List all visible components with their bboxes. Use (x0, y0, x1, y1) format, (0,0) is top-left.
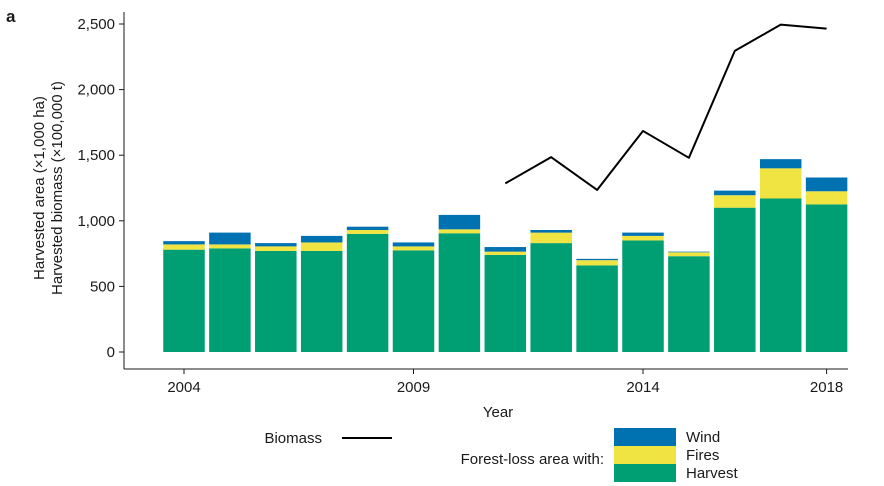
bar-harvest-2008 (346, 233, 389, 352)
legend-label-harvest: Harvest (686, 465, 739, 482)
bar-harvest-2013 (576, 265, 618, 352)
biomass-line-layer (504, 23, 827, 191)
y-tick-label: 0 (107, 344, 115, 361)
bar-wind-2008 (346, 226, 389, 230)
bar-fires-2008 (346, 229, 389, 234)
bar-fires-2017 (759, 168, 802, 199)
bar-harvest-2010 (438, 233, 481, 352)
bar-wind-2011 (484, 247, 527, 252)
bar-wind-2014 (622, 232, 664, 236)
y-tick-label: 500 (90, 278, 115, 295)
y-axis-label: Harvested area (×1,000 ha) Harvested bio… (31, 81, 66, 295)
bar-fires-2011 (484, 251, 527, 255)
legend-key-fires (614, 446, 676, 464)
bar-wind-2013 (576, 258, 618, 261)
bar-fires-2006 (255, 246, 297, 251)
legend-biomass-label: Biomass (264, 430, 322, 447)
bar-fires-2004 (163, 244, 205, 250)
y-axis-label-line-2: Harvested biomass (×100,000 t) (49, 81, 66, 295)
bar-fires-2007 (300, 242, 343, 251)
x-tick-label: 2018 (810, 379, 843, 396)
y-axis-label-line-1: Harvested area (×1,000 ha) (31, 96, 48, 280)
bar-wind-2007 (300, 235, 343, 243)
bar-fires-2016 (714, 195, 756, 208)
bar-fires-2015 (668, 252, 710, 257)
legend: Biomass Forest-loss area with: WindFires… (264, 428, 739, 482)
bar-harvest-2014 (622, 240, 664, 352)
bar-wind-2016 (714, 190, 756, 196)
bar-wind-2006 (255, 243, 297, 247)
bar-harvest-2016 (714, 207, 756, 352)
bar-harvest-2005 (209, 248, 251, 352)
bar-harvest-2011 (484, 254, 527, 352)
y-tick-label: 2,500 (77, 16, 115, 33)
legend-label-wind: Wind (686, 429, 720, 446)
legend-key-harvest (614, 464, 676, 482)
bar-wind-2012 (530, 229, 572, 233)
x-tick-label: 2009 (397, 379, 430, 396)
bar-wind-2018 (805, 177, 848, 192)
x-axis-label: Year (483, 404, 513, 421)
bar-harvest-2017 (759, 198, 802, 352)
bar-wind-2005 (209, 232, 251, 245)
y-axis: 0 500 1,000 1,500 2,000 2,500 (77, 16, 124, 361)
bar-harvest-2009 (392, 250, 435, 352)
panel-label: a (6, 7, 16, 26)
x-tick-label: 2014 (626, 379, 659, 396)
bars (163, 159, 848, 352)
bar-wind-2009 (392, 242, 435, 247)
bar-fires-2014 (622, 235, 664, 241)
bar-harvest-2006 (255, 250, 297, 352)
legend-bars-title: Forest-loss area with: (461, 451, 604, 468)
bar-harvest-2007 (300, 250, 343, 352)
bar-fires-2005 (209, 244, 251, 249)
bar-harvest-2018 (805, 204, 848, 352)
legend-label-fires: Fires (686, 447, 719, 464)
bar-harvest-2015 (668, 256, 710, 352)
bar-harvest-2012 (530, 243, 572, 352)
biomass-line (504, 23, 827, 191)
bar-fires-2018 (805, 191, 848, 205)
bar-harvest-2004 (163, 249, 205, 352)
bar-wind-2017 (759, 159, 802, 169)
bar-fires-2009 (392, 246, 435, 251)
y-tick-label: 1,000 (77, 213, 115, 230)
y-tick-label: 2,000 (77, 82, 115, 99)
y-tick-label: 1,500 (77, 147, 115, 164)
bar-wind-2004 (163, 241, 205, 245)
bar-fires-2013 (576, 260, 618, 266)
legend-key-wind (614, 428, 676, 446)
x-axis: 2004 2009 2014 2018 (167, 369, 843, 396)
bar-wind-2015 (668, 251, 710, 253)
bar-fires-2012 (530, 232, 572, 244)
bar-wind-2010 (438, 214, 481, 230)
bar-fires-2010 (438, 229, 481, 234)
x-tick-label: 2004 (167, 379, 200, 396)
